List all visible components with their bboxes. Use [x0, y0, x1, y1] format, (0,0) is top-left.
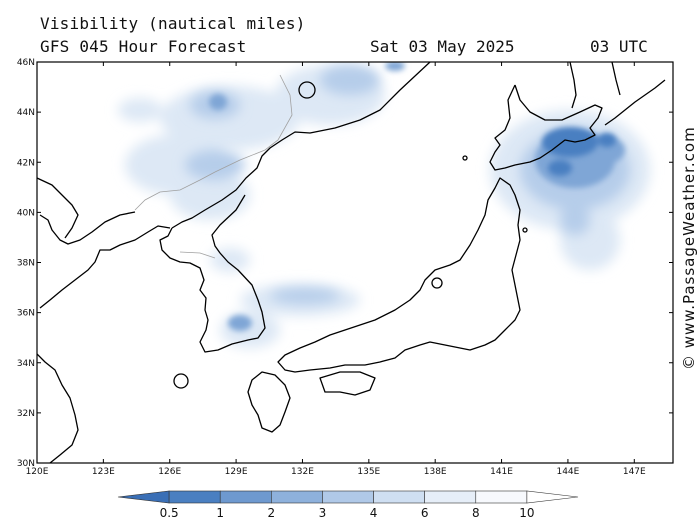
longitude-labels: 120E 123E 126E 129E 132E 135E 138E 141E 144E 147E	[26, 467, 646, 477]
map-title: Visibility (nautical miles)	[40, 14, 306, 33]
lon-label: 141E	[490, 467, 513, 477]
lon-label: 135E	[357, 467, 380, 477]
lat-label: 38N	[17, 259, 35, 269]
lat-label: 40N	[17, 208, 35, 218]
legend-swatch	[117, 490, 170, 504]
legend-label: 4	[370, 506, 378, 520]
legend-swatch	[219, 490, 272, 504]
legend-swatch	[526, 490, 579, 504]
legend-label: 10	[519, 506, 534, 520]
lon-label: 120E	[26, 467, 49, 477]
forecast-time: 03 UTC	[590, 37, 648, 56]
credit-text: © www.PassageWeather.com	[680, 126, 698, 370]
lon-label: 144E	[556, 467, 579, 477]
lat-label: 46N	[17, 58, 35, 68]
legend-label: 8	[472, 506, 480, 520]
latitude-labels: 46N 44N 42N 40N 38N 36N 34N 32N 30N	[17, 58, 35, 469]
legend-swatch	[322, 490, 374, 504]
legend-label: 3	[319, 506, 327, 520]
lon-label: 126E	[158, 467, 181, 477]
lat-label: 36N	[17, 309, 35, 319]
legend-label: 2	[268, 506, 276, 520]
lat-label: 32N	[17, 409, 35, 419]
coastlines	[37, 62, 666, 463]
lon-label: 147E	[623, 467, 646, 477]
lon-label: 138E	[424, 467, 447, 477]
lat-label: 44N	[17, 108, 35, 118]
visibility-legend: 0.5 1 2 3 4 6 8 10	[117, 490, 579, 520]
lat-label: 42N	[17, 158, 35, 168]
legend-label: 1	[216, 506, 224, 520]
legend-swatch	[168, 490, 221, 504]
legend-swatch	[424, 490, 477, 504]
legend-swatch	[475, 490, 528, 504]
legend-swatch	[373, 490, 425, 504]
lat-label: 34N	[17, 359, 35, 369]
country-border	[134, 74, 293, 259]
legend-label: 0.5	[160, 506, 179, 520]
lon-label: 123E	[92, 467, 115, 477]
axis-ticks	[36, 61, 673, 464]
forecast-label: GFS 045 Hour Forecast	[40, 37, 247, 56]
legend-swatch	[271, 490, 323, 504]
lon-label: 129E	[225, 467, 248, 477]
legend-label: 6	[421, 506, 429, 520]
visibility-shading	[118, 62, 650, 348]
lon-label: 132E	[291, 467, 314, 477]
lat-label: 30N	[17, 459, 35, 469]
forecast-date: Sat 03 May 2025	[370, 37, 515, 56]
